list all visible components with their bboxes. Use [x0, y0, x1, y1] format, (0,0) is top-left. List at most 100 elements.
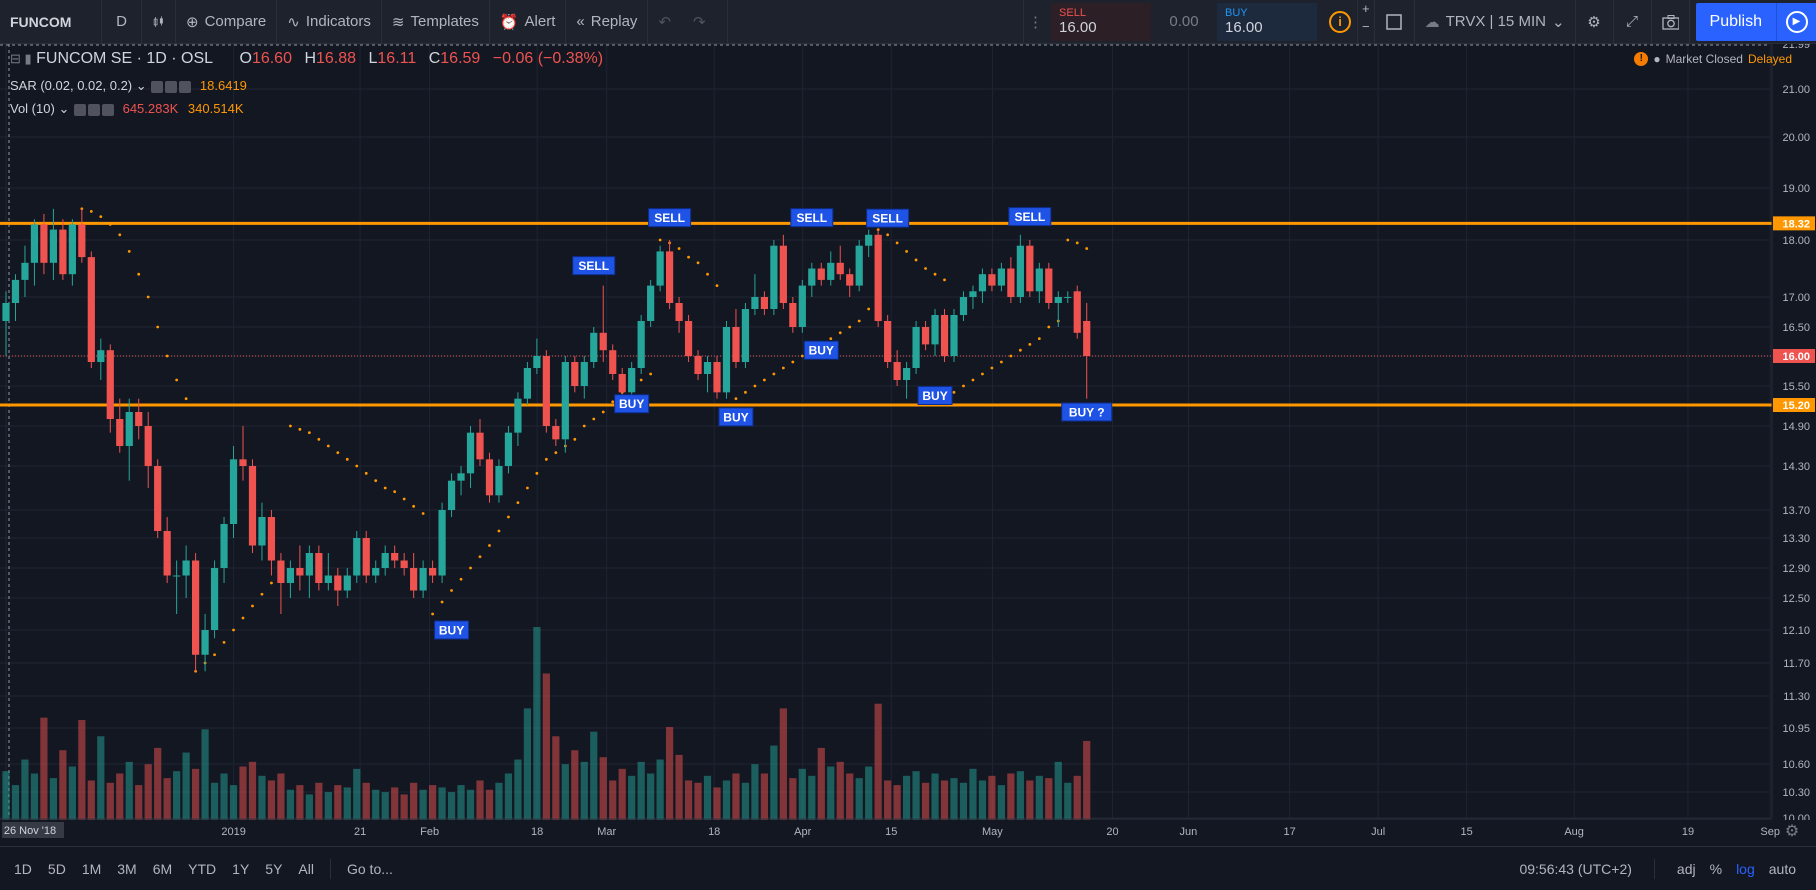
candle-body — [2, 303, 10, 321]
compare-button[interactable]: ⊕ Compare — [176, 0, 278, 44]
range-ytd[interactable]: YTD — [188, 860, 217, 877]
undo-icon[interactable]: ↶ — [658, 13, 672, 31]
layout-selector[interactable]: ☁ TRVX | 15 MIN ⌄ — [1415, 0, 1576, 44]
camera-icon[interactable] — [1652, 0, 1690, 44]
volume-bar — [258, 775, 266, 820]
volume-bar — [192, 768, 200, 820]
range-6m[interactable]: 6M — [152, 860, 173, 877]
sar-dot — [981, 372, 984, 376]
sell-label: SELL — [1059, 7, 1086, 19]
sar-dot — [649, 372, 653, 376]
volume-bar — [485, 789, 494, 820]
candle-body — [410, 568, 418, 591]
sar-dot — [355, 464, 359, 468]
volume-bar — [580, 761, 588, 820]
auto-toggle[interactable]: auto — [1768, 860, 1796, 877]
adj-toggle[interactable]: adj — [1676, 860, 1696, 877]
expand-icon[interactable]: ⤢ — [1614, 0, 1652, 44]
sar-dot — [544, 457, 548, 461]
close-icon[interactable] — [101, 103, 114, 116]
buy-button[interactable]: BUY 16.00 — [1217, 2, 1318, 41]
annotation-box — [434, 620, 470, 640]
sar-dot — [270, 581, 273, 585]
separator — [1653, 858, 1655, 879]
volume-bar — [637, 761, 645, 820]
time-tick-label: 18 — [708, 826, 720, 838]
info-icon: i — [1329, 10, 1352, 33]
replay-button[interactable]: « Replay — [566, 0, 649, 44]
candle-body — [248, 466, 257, 546]
candle-body — [817, 268, 825, 280]
volume-bar — [561, 764, 569, 820]
settings-icon[interactable] — [165, 80, 178, 93]
candle-body — [258, 517, 266, 546]
sar-dot — [289, 424, 292, 428]
minus-icon[interactable]: − — [1362, 18, 1370, 34]
range-3m[interactable]: 3M — [117, 860, 137, 877]
volume-bar — [694, 782, 702, 820]
drag-handle-icon[interactable]: ⋮ — [1028, 13, 1044, 31]
range-1m[interactable]: 1M — [81, 860, 102, 877]
annotation-buy: BUY — [614, 394, 650, 414]
range-1y[interactable]: 1Y — [232, 860, 250, 877]
sell-button[interactable]: SELL 16.00 — [1051, 2, 1152, 41]
candle-body — [1073, 291, 1081, 333]
sar-dot — [127, 250, 131, 253]
gear-icon[interactable]: ⚙ — [1576, 0, 1614, 44]
settings-icon[interactable] — [87, 103, 100, 116]
templates-button[interactable]: ≋ Templates — [382, 0, 490, 44]
eye-icon[interactable] — [73, 103, 86, 116]
candle-body — [533, 356, 541, 368]
sar-dot — [184, 397, 188, 401]
volume-bar — [201, 729, 209, 820]
market-status[interactable]: ! ● Market Closed Delayed — [1634, 52, 1792, 66]
plus-icon[interactable]: + — [1362, 0, 1370, 16]
time-tick-label: 21 — [354, 826, 366, 838]
vol-label: Vol (10) — [10, 101, 55, 116]
candle-body — [514, 398, 522, 433]
volume-bar — [144, 764, 152, 820]
percent-toggle[interactable]: % — [1709, 860, 1723, 877]
interval-selector[interactable]: D — [102, 0, 142, 44]
sar-dot — [89, 210, 93, 213]
indicators-button[interactable]: ∿ Indicators — [277, 0, 382, 44]
candle-style-icon[interactable] — [142, 0, 176, 44]
range-all[interactable]: All — [298, 860, 314, 877]
sar-dot — [933, 272, 937, 276]
volume-bar — [846, 773, 854, 820]
eye-icon[interactable] — [151, 80, 164, 93]
volume-bar — [419, 789, 427, 820]
candle-body — [334, 575, 342, 591]
candle-body — [1064, 297, 1072, 298]
candle-body — [296, 568, 304, 576]
fullscreen-square-icon[interactable] — [1375, 0, 1415, 44]
publish-button[interactable]: Publish — [1695, 2, 1776, 41]
annotation-box — [1061, 402, 1113, 422]
price-chart[interactable]: SELL SELL SELL SELL SELL BUY BUY BUY BUY BUY BUY ?… — [0, 44, 1816, 846]
sar-dot — [345, 457, 349, 461]
volume-bar — [798, 768, 806, 820]
horizontal-lines — [0, 221, 1772, 407]
legend-low: 16.11 — [377, 50, 417, 67]
volume-bar — [1064, 782, 1072, 820]
volume-bar — [334, 785, 342, 820]
candle-body — [116, 419, 124, 446]
log-toggle[interactable]: log — [1736, 860, 1755, 877]
range-5y[interactable]: 5Y — [265, 860, 283, 877]
range-5d[interactable]: 5D — [47, 860, 66, 877]
goto-button[interactable]: Go to... — [346, 860, 393, 877]
info-button[interactable]: i — [1323, 0, 1359, 44]
symbol-search[interactable]: FUNCOM — [0, 0, 102, 44]
volume-legend[interactable]: Vol (10) ⌄ 645.283K 340.514K — [10, 101, 244, 117]
candle-body — [1007, 268, 1015, 297]
redo-icon[interactable]: ↷ — [693, 13, 706, 31]
range-1d[interactable]: 1D — [14, 860, 32, 877]
alert-button[interactable]: ⏰ Alert — [490, 0, 567, 44]
sar-legend[interactable]: SAR (0.02, 0.02, 0.2) ⌄ 18.6419 — [10, 78, 247, 94]
candle-body — [798, 285, 806, 327]
close-icon[interactable] — [179, 80, 192, 93]
clock-time[interactable]: 09:56:43 (UTC+2) — [1519, 860, 1632, 877]
chevron-down-icon: ⌄ — [58, 101, 70, 116]
play-button[interactable]: ▶ — [1776, 2, 1816, 41]
collapse-icon[interactable]: ⊟ ▮ — [10, 51, 32, 66]
